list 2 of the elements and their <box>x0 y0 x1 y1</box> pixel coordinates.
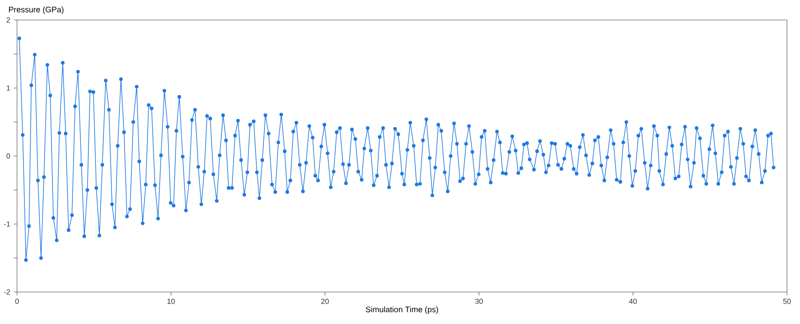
x-axis-title: Simulation Time (ps) <box>366 306 438 314</box>
y-axis-title: Pressure (GPa) <box>9 6 64 14</box>
